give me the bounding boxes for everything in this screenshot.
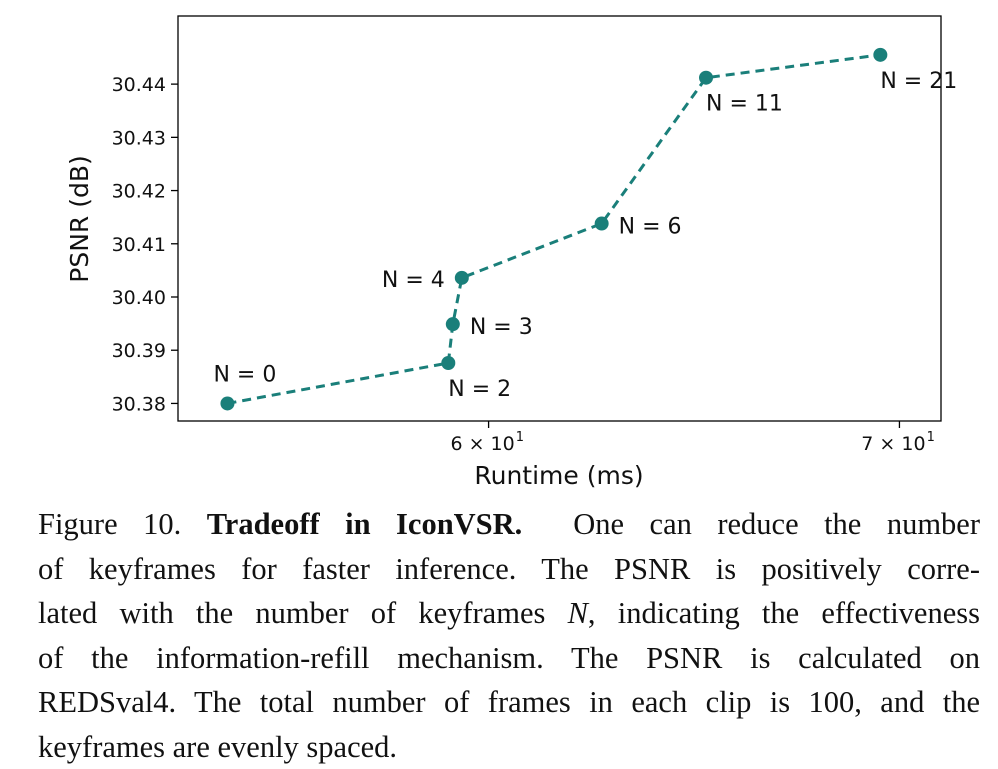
caption-line-1: Figure 10. Tradeoff in IconVSR. One can … (38, 502, 980, 547)
data-point (594, 216, 609, 231)
x-axis-label: Runtime (ms) (474, 461, 643, 490)
point-label: N = 2 (448, 377, 511, 402)
data-points (220, 47, 888, 411)
data-point (445, 317, 460, 332)
y-tick-label: 30.39 (112, 340, 166, 362)
y-axis-ticks: 30.38 30.39 30.40 30.41 30.42 30.43 30.44 (112, 74, 178, 415)
variable-n: N (567, 596, 588, 630)
y-tick-label: 30.43 (112, 127, 166, 149)
y-axis-label: PSNR (dB) (65, 155, 94, 283)
caption-line-2: of keyframes for faster inference. The P… (38, 551, 980, 586)
caption-line-3-pre: lated with the number of keyframes (38, 596, 546, 630)
point-label: N = 21 (880, 69, 957, 94)
y-tick-label: 30.41 (112, 234, 166, 256)
figure-caption: Figure 10. Tradeoff in IconVSR. One can … (38, 502, 980, 769)
data-point (699, 70, 714, 85)
caption-line-3-post: , indicating the effectiveness (587, 596, 980, 630)
caption-line-6: keyframes are evenly spaced. (38, 729, 398, 764)
y-tick-label: 30.40 (112, 287, 166, 309)
data-point (220, 396, 235, 411)
point-label: N = 3 (470, 315, 533, 340)
figure-label: Figure 10. (38, 507, 182, 541)
x-tick-label: 6 × 10 (450, 433, 514, 455)
chart: 30.38 30.39 30.40 30.41 30.42 30.43 30.44 6 × … (65, 15, 957, 490)
plot-area-frame (177, 15, 942, 422)
figure-title: Tradeoff in IconVSR. (206, 507, 523, 541)
data-point (441, 355, 456, 370)
caption-line-4: of the information-refill mechanism. The… (38, 640, 980, 675)
point-label: N = 0 (213, 362, 276, 387)
x-tick-exponent: 1 (927, 430, 935, 445)
y-tick-label: 30.38 (112, 393, 166, 415)
x-tick-exponent: 1 (516, 430, 524, 445)
y-tick-label: 30.44 (112, 74, 166, 96)
point-labels: N = 0 N = 2 N = 3 N = 4 N = 6 N = 11 N = 21 (213, 69, 957, 402)
data-point (454, 270, 469, 285)
caption-line-5: REDSval4. The total number of frames in … (38, 685, 980, 719)
point-label: N = 4 (382, 268, 445, 293)
y-tick-label: 30.42 (112, 181, 166, 203)
caption-line-3: lated with the number of keyframes N, in… (38, 591, 980, 636)
point-label: N = 11 (706, 92, 783, 117)
x-tick-label: 7 × 10 (861, 433, 925, 455)
caption-line-1-text: One can reduce the number (573, 507, 980, 541)
data-point (873, 47, 888, 62)
point-label: N = 6 (619, 215, 682, 240)
x-axis-ticks: 6 × 10 1 7 × 10 1 (450, 421, 935, 455)
